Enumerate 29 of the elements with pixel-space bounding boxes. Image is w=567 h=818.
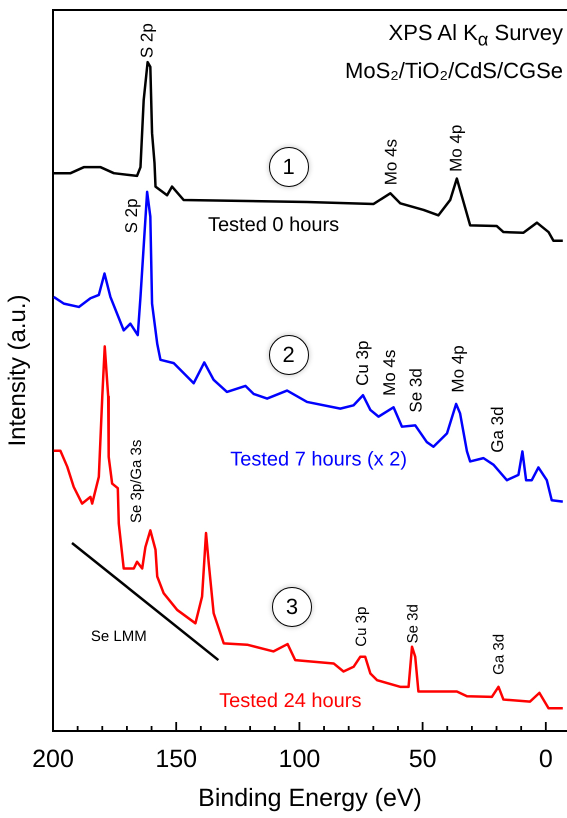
annotation: Se 3p/Ga 3s [128,440,146,524]
chart-subtitle: MoS₂/TiO₂/CdS/CGSe [345,58,563,83]
x-tick-label: 150 [155,744,198,773]
annotation: Mo 4p [446,124,466,172]
annotation: 2 [268,335,309,376]
annotation: Se LMM [90,628,147,645]
annotation: Se 3d [406,368,426,413]
x-tick-label: 100 [278,744,320,773]
y-axis-title: Intensity (a.u.) [4,294,32,447]
annotation: Mo 4s [381,138,400,186]
text: S 2p [137,23,156,58]
annotation: Mo 4p [448,345,468,393]
series-label: Tested 0 hours [208,214,340,236]
annotation: Se 3d [404,604,422,644]
annotation: Cu 3p [353,340,372,386]
x-tick-label: 50 [408,744,437,773]
x-tick-label: 0 [538,744,553,773]
annotation: 1 [268,147,309,188]
annotation: 3 [272,586,312,627]
x-tick-label: 200 [32,744,74,773]
annotation: Ga 3d [488,406,508,453]
annotation: Ga 3d [490,634,508,675]
series-label: Tested 24 hours [219,690,362,712]
annotation: S 2p [122,198,141,234]
x-axis-title: Binding Energy (eV) [198,784,422,812]
series-label: Tested 7 hours (x 2) [230,448,407,471]
chart-title: XPS Al K$_{α}$ Survey [388,20,563,50]
annotation: Cu 3p [353,606,370,647]
annotation: Mo 4s [380,350,400,396]
